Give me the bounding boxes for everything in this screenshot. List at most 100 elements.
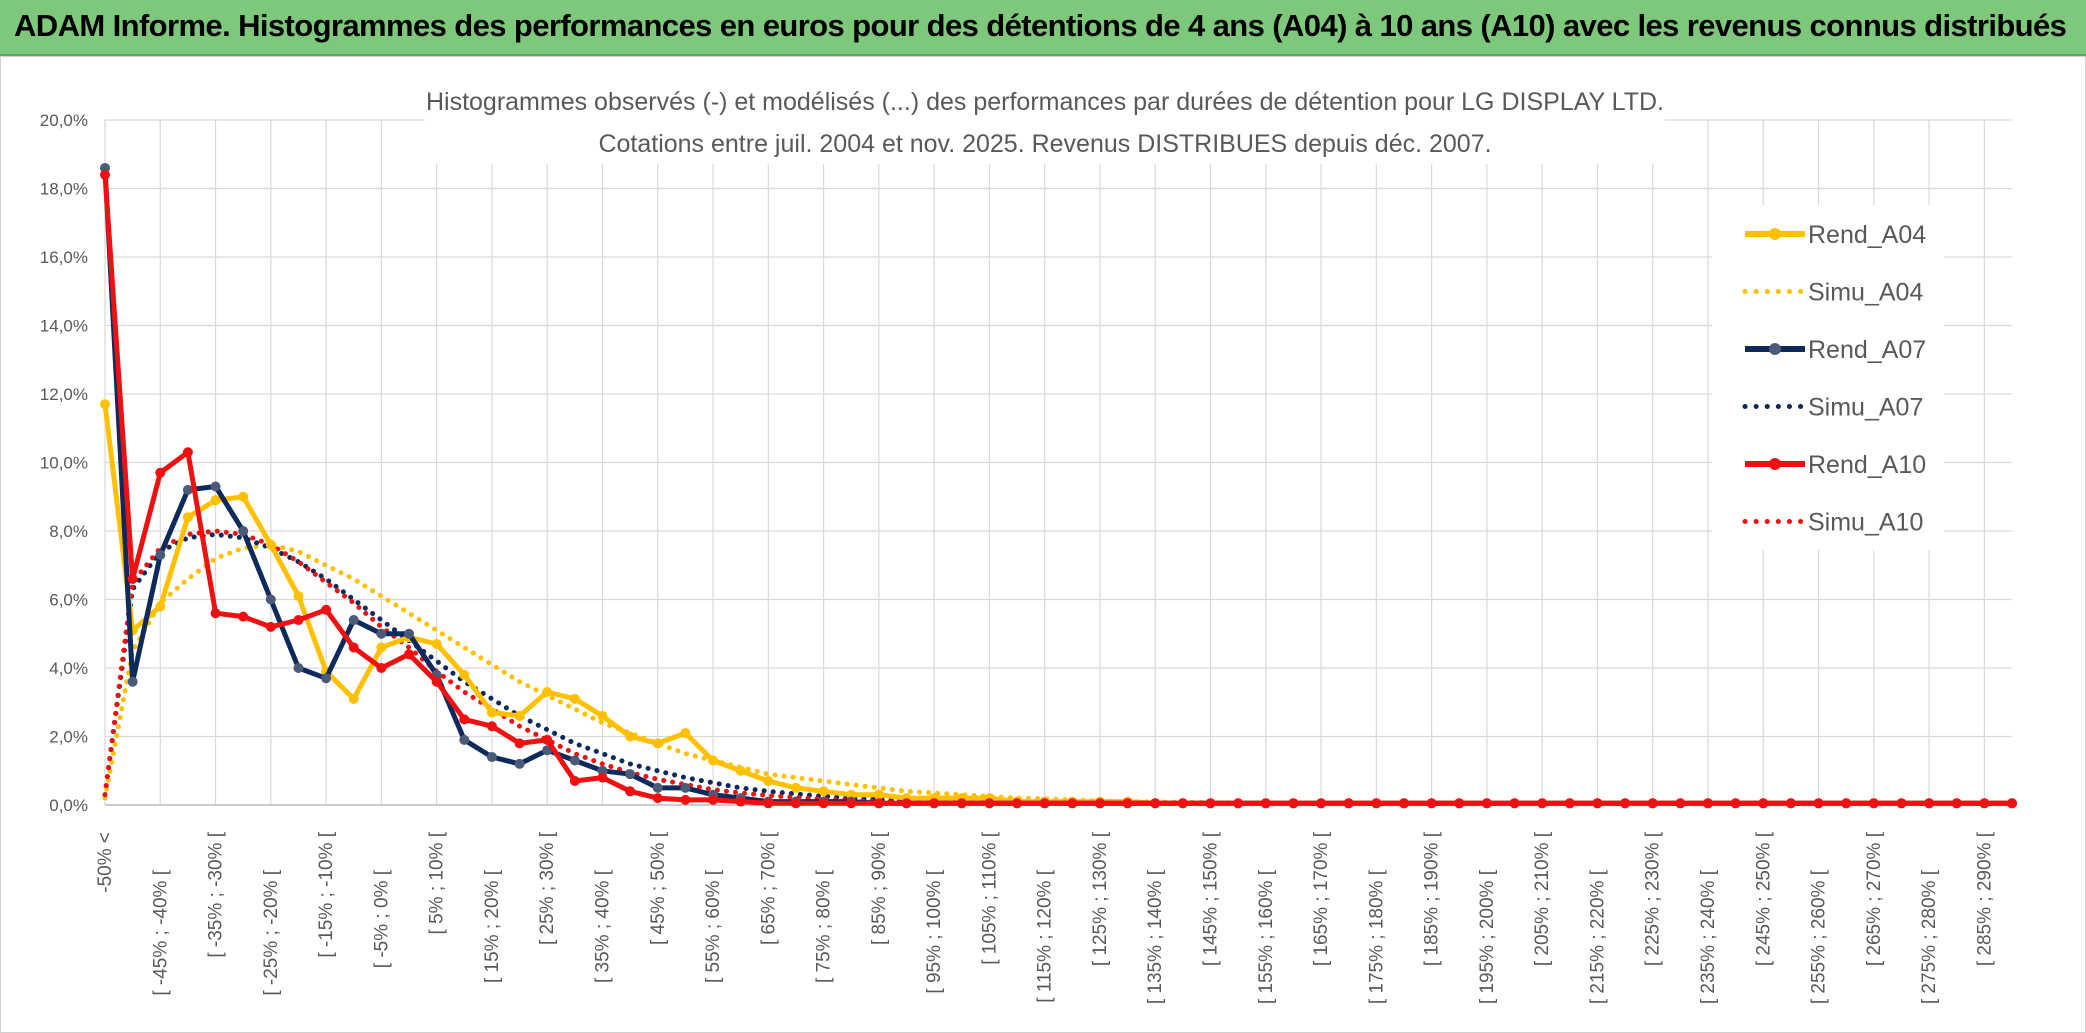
- title-backdrop: [425, 82, 1665, 164]
- data-point: [431, 676, 442, 687]
- data-point: [459, 669, 470, 680]
- x-tick-label: [ 215% ; 220% [: [1587, 869, 1608, 1004]
- legend-item-simu-a10: Simu_A10: [1742, 509, 1923, 537]
- x-axis-ticks: -50% < [ -45% ; -40% [[ -35% ; -30% [[ -2…: [95, 831, 1995, 1004]
- data-point: [708, 755, 719, 766]
- data-point: [1813, 798, 1824, 809]
- data-point: [182, 447, 193, 458]
- series-simu-a04: [102, 542, 2015, 806]
- legend-marker: [1769, 228, 1781, 240]
- data-point: [210, 481, 221, 492]
- x-tick-label: [ 205% ; 210% [: [1532, 831, 1553, 966]
- x-tick-label: [ -35% ; -30% [: [206, 831, 227, 957]
- data-point: [1067, 798, 1078, 809]
- series-line: [102, 531, 2015, 806]
- y-tick-label: 4,0%: [49, 659, 88, 678]
- data-point: [735, 796, 746, 807]
- report-title: ADAM Informe. Histogrammes des performan…: [14, 8, 2067, 43]
- data-point: [1951, 798, 1962, 809]
- legend-label: Rend_A07: [1808, 336, 1926, 364]
- data-point: [708, 794, 719, 805]
- data-point: [293, 663, 304, 673]
- data-point: [1620, 798, 1631, 809]
- x-tick-label: [ 175% ; 180% [: [1366, 869, 1387, 1004]
- data-point: [569, 755, 580, 766]
- data-point: [182, 484, 193, 495]
- data-point: [818, 786, 829, 797]
- data-point: [846, 789, 857, 800]
- x-tick-label: [ 265% ; 270% [: [1864, 831, 1885, 966]
- data-point: [210, 608, 221, 619]
- data-point: [348, 642, 359, 653]
- data-point: [929, 798, 940, 809]
- data-point: [680, 794, 691, 805]
- data-point: [1398, 798, 1409, 809]
- x-tick-label: [ 195% ; 200% [: [1477, 869, 1498, 1004]
- data-point: [486, 707, 497, 718]
- data-point: [321, 673, 332, 684]
- data-point: [735, 765, 746, 776]
- data-point: [1509, 798, 1520, 809]
- chart-legend: Rend_A04 Simu_A04 Rend_A07 Simu_A07 Rend_A10…: [1742, 221, 1926, 537]
- data-point: [625, 769, 636, 780]
- y-tick-label: 14,0%: [40, 317, 88, 336]
- data-point: [486, 752, 497, 763]
- x-tick-label: [ 95% ; 100% [: [924, 869, 945, 993]
- x-tick-label: [ -45% ; -40% [: [150, 869, 171, 995]
- data-point: [376, 628, 387, 639]
- data-point: [1205, 798, 1216, 809]
- y-tick-label: 10,0%: [40, 454, 88, 473]
- legend-label: Simu_A04: [1808, 279, 1923, 307]
- legend-box: [1712, 205, 1944, 550]
- series-simu-a07: [102, 531, 2015, 806]
- x-tick-label: [ 15% ; 20% [: [482, 869, 503, 983]
- data-point: [404, 628, 415, 639]
- data-point: [1868, 798, 1879, 809]
- data-point: [597, 710, 608, 721]
- data-point: [1537, 798, 1548, 809]
- data-point: [1841, 798, 1852, 809]
- data-point: [1177, 798, 1188, 809]
- data-point: [459, 734, 470, 745]
- data-point: [376, 642, 387, 653]
- x-tick-label: [ 235% ; 240% [: [1698, 869, 1719, 1004]
- data-point: [155, 601, 166, 612]
- data-point: [127, 573, 138, 584]
- data-point: [210, 495, 221, 506]
- data-point: [984, 798, 995, 809]
- data-point: [1371, 798, 1382, 809]
- x-tick-label: [ 55% ; 60% [: [703, 869, 724, 983]
- data-point: [1592, 798, 1603, 809]
- legend-label: Simu_A07: [1808, 394, 1923, 422]
- x-tick-label: [ -5% ; 0% [: [371, 869, 392, 968]
- data-point: [321, 604, 332, 615]
- data-point: [956, 798, 967, 809]
- y-tick-label: 18,0%: [40, 180, 88, 199]
- data-point: [1288, 798, 1299, 809]
- y-tick-label: 2,0%: [49, 728, 88, 747]
- data-point: [100, 399, 110, 410]
- data-point: [1481, 798, 1492, 809]
- data-point: [1150, 798, 1161, 809]
- x-tick-label: [ 5% ; 10% [: [427, 831, 448, 934]
- y-axis-ticks: 0,0% 2,0% 4,0% 6,0% 8,0% 10,0% 12,0% 14,0% 16,0%…: [40, 111, 88, 815]
- data-point: [542, 734, 553, 745]
- data-point: [901, 798, 912, 809]
- data-point: [763, 798, 774, 809]
- legend-item-rend-a10: Rend_A10: [1745, 451, 1926, 479]
- series-line: [102, 174, 2012, 806]
- x-tick-label: [ 245% ; 250% [: [1753, 831, 1774, 966]
- data-point: [1454, 798, 1465, 809]
- legend-marker: [1769, 343, 1781, 355]
- data-point: [790, 798, 801, 809]
- data-point: [652, 793, 663, 804]
- data-point: [1785, 798, 1796, 809]
- data-point: [431, 639, 442, 650]
- data-point: [2007, 798, 2017, 809]
- data-point: [1647, 798, 1658, 809]
- data-point: [680, 728, 691, 739]
- legend-marker: [1769, 458, 1781, 470]
- x-tick-label: [ 125% ; 130% [: [1090, 831, 1111, 966]
- data-point: [238, 526, 249, 536]
